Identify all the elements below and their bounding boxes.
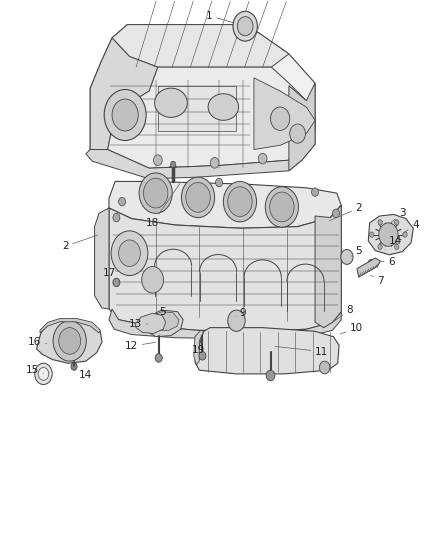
Circle shape bbox=[113, 213, 120, 222]
Circle shape bbox=[378, 244, 382, 249]
Polygon shape bbox=[357, 258, 381, 277]
Polygon shape bbox=[289, 83, 315, 171]
Circle shape bbox=[290, 124, 305, 143]
Circle shape bbox=[59, 328, 81, 354]
Text: 11: 11 bbox=[275, 346, 328, 357]
Circle shape bbox=[111, 231, 148, 276]
Text: 6: 6 bbox=[380, 257, 395, 267]
Circle shape bbox=[199, 352, 206, 360]
Text: 4: 4 bbox=[403, 220, 419, 233]
Circle shape bbox=[379, 223, 398, 246]
Text: 14: 14 bbox=[72, 369, 92, 381]
Circle shape bbox=[378, 220, 382, 225]
Polygon shape bbox=[152, 312, 179, 330]
Polygon shape bbox=[195, 328, 339, 374]
Circle shape bbox=[223, 181, 257, 222]
Polygon shape bbox=[109, 181, 341, 228]
Polygon shape bbox=[108, 67, 315, 168]
Circle shape bbox=[266, 370, 275, 381]
Circle shape bbox=[319, 361, 330, 374]
Circle shape bbox=[113, 278, 120, 287]
Circle shape bbox=[104, 90, 146, 141]
Polygon shape bbox=[315, 205, 341, 328]
Text: 19: 19 bbox=[191, 345, 205, 356]
Circle shape bbox=[35, 364, 52, 384]
Circle shape bbox=[228, 310, 245, 332]
Polygon shape bbox=[112, 25, 289, 67]
Circle shape bbox=[271, 107, 290, 131]
Ellipse shape bbox=[208, 94, 239, 120]
Circle shape bbox=[181, 177, 215, 217]
Circle shape bbox=[270, 192, 294, 222]
Circle shape bbox=[53, 321, 86, 361]
Circle shape bbox=[332, 209, 339, 217]
Text: 2: 2 bbox=[62, 235, 98, 251]
Text: 15: 15 bbox=[25, 365, 43, 375]
Text: 1: 1 bbox=[206, 11, 233, 22]
Text: 5: 5 bbox=[159, 306, 170, 317]
Circle shape bbox=[139, 173, 172, 213]
Text: 8: 8 bbox=[334, 305, 353, 321]
Circle shape bbox=[119, 197, 126, 206]
Circle shape bbox=[265, 187, 298, 227]
Circle shape bbox=[341, 249, 353, 264]
Text: 13: 13 bbox=[128, 319, 148, 329]
Circle shape bbox=[215, 178, 223, 187]
Polygon shape bbox=[90, 38, 158, 150]
Text: 3: 3 bbox=[390, 208, 406, 223]
Polygon shape bbox=[36, 320, 102, 364]
Circle shape bbox=[71, 363, 77, 370]
Polygon shape bbox=[145, 310, 183, 337]
Circle shape bbox=[311, 188, 318, 196]
Polygon shape bbox=[86, 131, 315, 179]
Text: 18: 18 bbox=[146, 184, 180, 228]
Circle shape bbox=[237, 17, 253, 36]
Polygon shape bbox=[40, 319, 100, 333]
Circle shape bbox=[403, 232, 407, 237]
Text: 7: 7 bbox=[371, 275, 384, 286]
Circle shape bbox=[153, 155, 162, 165]
Text: 12: 12 bbox=[125, 341, 155, 351]
Polygon shape bbox=[90, 25, 315, 168]
Ellipse shape bbox=[155, 88, 187, 117]
Circle shape bbox=[228, 187, 252, 216]
Circle shape bbox=[112, 99, 138, 131]
Text: 16: 16 bbox=[28, 337, 46, 347]
Polygon shape bbox=[109, 205, 341, 332]
Polygon shape bbox=[158, 86, 237, 131]
Text: 10: 10 bbox=[340, 322, 363, 334]
Circle shape bbox=[155, 354, 162, 362]
Circle shape bbox=[119, 240, 141, 266]
Circle shape bbox=[38, 368, 49, 380]
Circle shape bbox=[370, 232, 374, 237]
Polygon shape bbox=[135, 313, 166, 334]
Circle shape bbox=[395, 220, 399, 225]
Text: 5: 5 bbox=[351, 246, 362, 256]
Text: 2: 2 bbox=[329, 203, 362, 221]
Circle shape bbox=[258, 154, 267, 164]
Circle shape bbox=[395, 244, 399, 249]
Circle shape bbox=[368, 260, 374, 266]
Circle shape bbox=[144, 178, 168, 208]
Text: 9: 9 bbox=[236, 308, 246, 318]
Polygon shape bbox=[95, 208, 109, 309]
Polygon shape bbox=[254, 78, 315, 150]
Circle shape bbox=[210, 158, 219, 168]
Polygon shape bbox=[194, 330, 204, 365]
Polygon shape bbox=[368, 214, 413, 255]
Circle shape bbox=[186, 182, 210, 212]
Polygon shape bbox=[109, 309, 341, 339]
Circle shape bbox=[233, 11, 258, 41]
Circle shape bbox=[170, 161, 176, 167]
Circle shape bbox=[142, 266, 163, 293]
Text: 14: 14 bbox=[385, 236, 403, 249]
Text: 17: 17 bbox=[102, 268, 120, 282]
